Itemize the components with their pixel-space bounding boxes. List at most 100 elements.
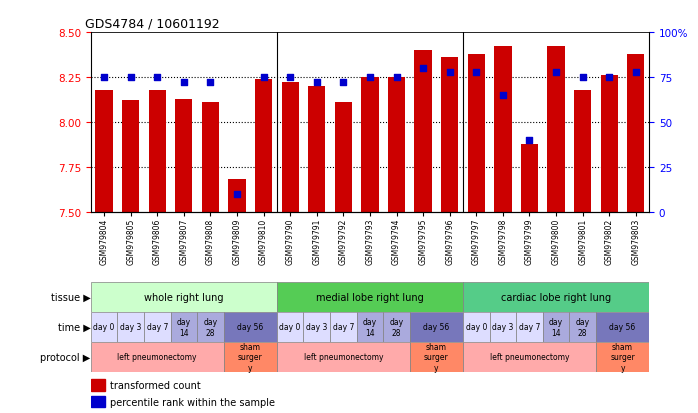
Point (630, 69, 641, 76)
Text: day
14: day 14 (177, 318, 191, 337)
Bar (335, 103, 352, 212)
Text: day
28: day 28 (576, 318, 590, 337)
Text: protocol ▶: protocol ▶ (40, 352, 91, 362)
Text: day 7: day 7 (333, 323, 354, 332)
Text: cardiac lobe right lung: cardiac lobe right lung (501, 292, 611, 302)
Point (577, 74, 588, 81)
Text: GDS4784 / 10601192: GDS4784 / 10601192 (85, 17, 220, 31)
Text: sham
surger
y: sham surger y (610, 342, 635, 372)
Bar (494, 47, 512, 212)
Bar (91, 342, 223, 372)
Bar (170, 312, 197, 342)
Bar (410, 342, 463, 372)
Text: sham
surger
y: sham surger y (424, 342, 449, 372)
Point (364, 74, 376, 81)
Bar (223, 312, 277, 342)
Point (497, 93, 508, 99)
Point (551, 69, 562, 76)
Bar (117, 312, 144, 342)
Point (178, 80, 189, 87)
Bar (197, 312, 223, 342)
Text: day 3: day 3 (120, 323, 141, 332)
Text: tissue ▶: tissue ▶ (51, 292, 91, 302)
Bar (277, 312, 304, 342)
Text: transformed count: transformed count (110, 380, 201, 390)
Text: day
14: day 14 (549, 318, 563, 337)
Point (311, 80, 322, 87)
Bar (463, 342, 596, 372)
Text: medial lobe right lung: medial lobe right lung (316, 292, 424, 302)
Bar (570, 312, 596, 342)
Text: day 0: day 0 (466, 323, 487, 332)
Point (391, 74, 402, 81)
Bar (517, 312, 543, 342)
Point (232, 191, 243, 198)
Text: left pneumonectomy: left pneumonectomy (304, 352, 383, 361)
Point (417, 66, 429, 72)
Bar (543, 312, 570, 342)
Bar (574, 90, 591, 212)
Text: left pneumonectomy: left pneumonectomy (117, 352, 197, 361)
Point (98, 74, 110, 81)
Bar (202, 103, 219, 212)
Bar (223, 342, 277, 372)
Bar (175, 100, 193, 212)
Text: day 56: day 56 (423, 323, 450, 332)
Bar (521, 144, 538, 212)
Text: day 0: day 0 (279, 323, 301, 332)
Bar (628, 55, 644, 212)
Bar (91, 282, 277, 312)
Bar (96, 90, 112, 212)
Point (258, 74, 269, 81)
Text: left pneumonectomy: left pneumonectomy (490, 352, 570, 361)
Bar (122, 101, 140, 212)
Bar (281, 83, 299, 212)
Point (524, 137, 535, 144)
Bar (91, 312, 117, 342)
Text: day 56: day 56 (237, 323, 263, 332)
Point (444, 69, 455, 76)
Bar (463, 282, 649, 312)
Bar (91, 379, 105, 391)
Bar (463, 312, 489, 342)
Bar (600, 76, 618, 212)
Point (604, 74, 615, 81)
Bar (255, 80, 272, 212)
Bar (144, 312, 170, 342)
Bar (415, 51, 432, 212)
Point (151, 74, 163, 81)
Bar (362, 78, 378, 212)
Bar (596, 312, 649, 342)
Text: day 3: day 3 (492, 323, 514, 332)
Bar (277, 342, 410, 372)
Point (205, 80, 216, 87)
Text: percentile rank within the sample: percentile rank within the sample (110, 396, 275, 406)
Bar (596, 342, 649, 372)
Bar (547, 47, 565, 212)
Text: day
28: day 28 (203, 318, 218, 337)
Text: day 3: day 3 (306, 323, 327, 332)
Text: day
14: day 14 (363, 318, 377, 337)
Text: whole right lung: whole right lung (144, 292, 223, 302)
Text: day 56: day 56 (609, 323, 636, 332)
Bar (383, 312, 410, 342)
Bar (308, 87, 325, 212)
Text: sham
surger
y: sham surger y (238, 342, 262, 372)
Bar (149, 90, 166, 212)
Bar (91, 396, 105, 407)
Bar (441, 58, 459, 212)
Point (285, 74, 296, 81)
Text: day 0: day 0 (94, 323, 114, 332)
Text: time ▶: time ▶ (58, 322, 91, 332)
Text: day 7: day 7 (147, 323, 168, 332)
Bar (489, 312, 517, 342)
Text: day
28: day 28 (389, 318, 403, 337)
Point (470, 69, 482, 76)
Bar (277, 282, 463, 312)
Bar (388, 78, 405, 212)
Bar (410, 312, 463, 342)
Bar (468, 55, 485, 212)
Bar (304, 312, 330, 342)
Bar (357, 312, 383, 342)
Point (125, 74, 136, 81)
